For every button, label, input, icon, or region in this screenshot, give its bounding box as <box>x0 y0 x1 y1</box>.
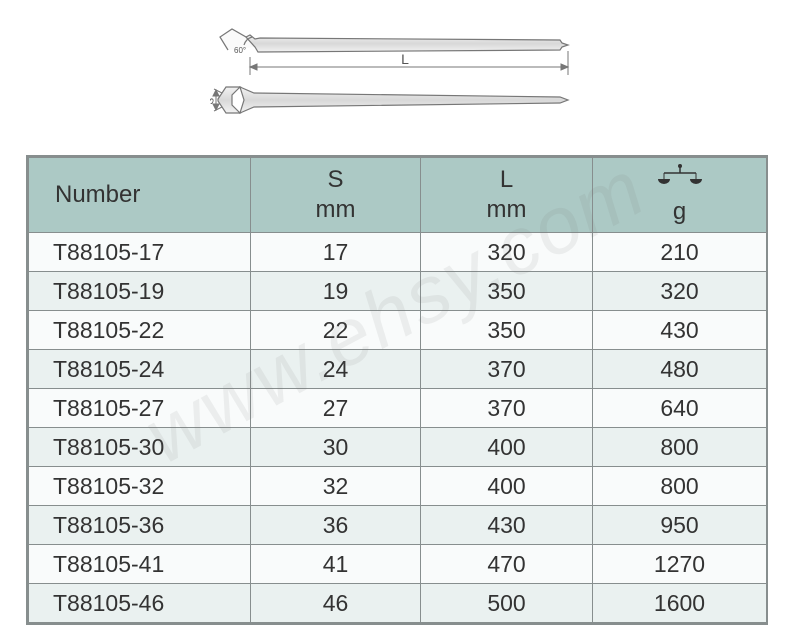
table-cell: 400 <box>421 467 593 506</box>
table-cell: 370 <box>421 389 593 428</box>
table-cell: T88105-46 <box>29 584 251 623</box>
spec-table-container: Number S mm L mm <box>26 155 768 625</box>
table-cell: 24 <box>251 350 421 389</box>
table-row: T88105-1919350320 <box>29 272 767 311</box>
table-cell: 480 <box>593 350 767 389</box>
table-cell: 350 <box>421 311 593 350</box>
table-cell: 430 <box>421 506 593 545</box>
table-cell: 400 <box>421 428 593 467</box>
table-header-row: Number S mm L mm <box>29 158 767 233</box>
table-cell: 320 <box>421 233 593 272</box>
col-header-l-label: L <box>500 166 513 193</box>
col-header-weight-unit: g <box>673 198 686 225</box>
table-cell: T88105-24 <box>29 350 251 389</box>
spec-table-body: T88105-1717320210T88105-1919350320T88105… <box>29 233 767 623</box>
col-header-number-label: Number <box>55 181 140 208</box>
table-cell: T88105-19 <box>29 272 251 311</box>
table-cell: 41 <box>251 545 421 584</box>
table-cell: 22 <box>251 311 421 350</box>
table-cell: 36 <box>251 506 421 545</box>
table-cell: 27 <box>251 389 421 428</box>
table-cell: T88105-32 <box>29 467 251 506</box>
length-label: L <box>401 51 409 67</box>
table-cell: T88105-22 <box>29 311 251 350</box>
table-cell: 370 <box>421 350 593 389</box>
table-cell: 350 <box>421 272 593 311</box>
table-row: T88105-2727370640 <box>29 389 767 428</box>
table-cell: 500 <box>421 584 593 623</box>
col-header-s-label: S <box>327 166 343 193</box>
table-row: T88105-3232400800 <box>29 467 767 506</box>
diagram-svg: 60° L S <box>210 15 590 145</box>
table-cell: T88105-30 <box>29 428 251 467</box>
table-cell: T88105-36 <box>29 506 251 545</box>
spec-table: Number S mm L mm <box>28 157 767 623</box>
table-row: T88105-41414701270 <box>29 545 767 584</box>
angle-label: 60° <box>234 46 246 55</box>
col-header-l-unit: mm <box>487 196 527 223</box>
table-cell: 17 <box>251 233 421 272</box>
col-header-s-unit: mm <box>316 196 356 223</box>
col-header-weight: g <box>593 158 767 233</box>
col-header-s: S mm <box>251 158 421 233</box>
table-row: T88105-1717320210 <box>29 233 767 272</box>
table-cell: 30 <box>251 428 421 467</box>
table-cell: 46 <box>251 584 421 623</box>
table-row: T88105-3030400800 <box>29 428 767 467</box>
table-cell: T88105-27 <box>29 389 251 428</box>
table-cell: 800 <box>593 467 767 506</box>
col-header-number: Number <box>29 158 251 233</box>
table-row: T88105-46465001600 <box>29 584 767 623</box>
table-cell: 320 <box>593 272 767 311</box>
table-cell: 1600 <box>593 584 767 623</box>
table-cell: 640 <box>593 389 767 428</box>
table-cell: 19 <box>251 272 421 311</box>
tool-diagram: 60° L S <box>0 0 790 155</box>
table-cell: 950 <box>593 506 767 545</box>
col-header-l: L mm <box>421 158 593 233</box>
table-cell: 430 <box>593 311 767 350</box>
table-cell: T88105-17 <box>29 233 251 272</box>
table-row: T88105-3636430950 <box>29 506 767 545</box>
table-cell: 470 <box>421 545 593 584</box>
table-cell: T88105-41 <box>29 545 251 584</box>
table-row: T88105-2424370480 <box>29 350 767 389</box>
scale-icon <box>658 163 702 197</box>
table-row: T88105-2222350430 <box>29 311 767 350</box>
table-cell: 32 <box>251 467 421 506</box>
table-cell: 210 <box>593 233 767 272</box>
table-cell: 800 <box>593 428 767 467</box>
table-cell: 1270 <box>593 545 767 584</box>
